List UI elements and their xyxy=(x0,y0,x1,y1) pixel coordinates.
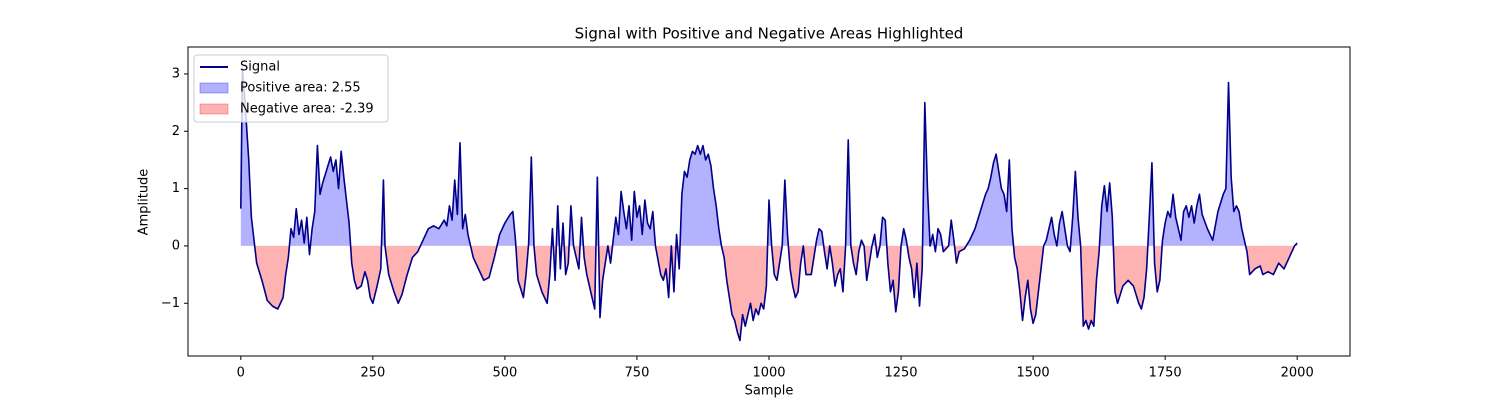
x-tick-label: 2000 xyxy=(1281,366,1314,381)
x-tick-label: 0 xyxy=(237,366,245,381)
y-tick-label: 0 xyxy=(172,238,180,253)
legend-swatch xyxy=(199,82,229,94)
legend-box xyxy=(193,54,389,123)
x-axis-label: Sample xyxy=(745,384,794,399)
chart-title: Signal with Positive and Negative Areas … xyxy=(575,25,964,43)
x-tick-label: 500 xyxy=(492,366,517,381)
x-tick-label: 250 xyxy=(360,366,385,381)
x-tick-label: 750 xyxy=(625,366,650,381)
x-tick-label: 1000 xyxy=(752,366,785,381)
y-tick-label: 2 xyxy=(172,124,180,139)
legend-label: Signal xyxy=(240,60,280,75)
legend-label: Negative area: -2.39 xyxy=(240,102,374,117)
x-tick-label: 1750 xyxy=(1149,366,1182,381)
y-axis-label: Amplitude xyxy=(137,169,152,236)
y-tick-label: 3 xyxy=(172,66,180,81)
legend-swatch xyxy=(199,103,229,115)
x-tick-label: 1250 xyxy=(884,366,917,381)
signal-line xyxy=(240,67,1298,342)
fill-area xyxy=(240,245,1298,341)
legend-label: Positive area: 2.55 xyxy=(240,81,361,96)
x-tick-label: 1500 xyxy=(1017,366,1050,381)
y-tick-label: 1 xyxy=(172,181,180,196)
y-tick-label: −1 xyxy=(161,296,180,311)
